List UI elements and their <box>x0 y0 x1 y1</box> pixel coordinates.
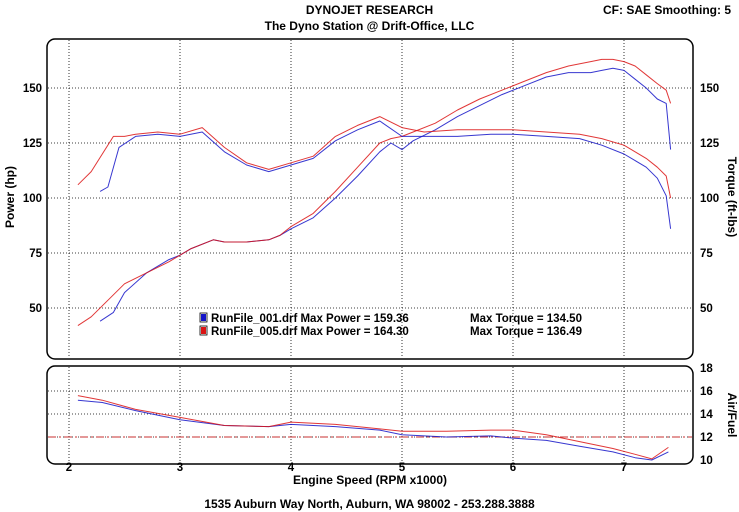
legend-swatch-run1 <box>199 312 208 323</box>
legend-run1-label: RunFile_001.drf Max Power = 159.36 <box>211 313 409 325</box>
y-tick-label: 50 <box>29 303 42 315</box>
page-title: DYNOJET RESEARCH <box>305 3 434 17</box>
y-tick-label: 125 <box>23 138 43 150</box>
tick-labels: 50 75 100 125 150 50 75 100 125 150 10 12 14 16 18 2 3 4 5… <box>23 83 720 474</box>
page-subtitle: The Dyno Station @ Drift-Office, LLC <box>264 19 475 33</box>
y-tick-label: 75 <box>29 248 42 260</box>
afr-line-run1 <box>77 399 669 461</box>
y2-tick-label: 50 <box>700 303 713 315</box>
x-tick-label: 3 <box>177 462 183 474</box>
afr-tick-label: 18 <box>700 363 713 375</box>
x-axis-label: Engine Speed (RPM x1000) <box>293 473 447 487</box>
y-tick-label: 100 <box>23 193 42 205</box>
afr-axis-label: Air/Fuel <box>725 393 739 438</box>
x-tick-label: 5 <box>399 462 406 474</box>
power-torque-series <box>77 58 672 327</box>
footer-address: 1535 Auburn Way North, Auburn, WA 98002 … <box>204 497 535 511</box>
y-axis-label: Power (hp) <box>3 166 17 228</box>
afr-series <box>77 395 669 461</box>
x-tick-label: 4 <box>288 462 295 474</box>
afr-line-run2 <box>77 395 669 460</box>
legend-run2-torque: Max Torque = 136.49 <box>470 326 582 338</box>
legend-swatch-run1-fill <box>201 314 206 321</box>
torque-line-run2 <box>77 116 672 199</box>
power-line-run2 <box>77 58 672 327</box>
x-tick-label: 6 <box>510 462 516 474</box>
y2-tick-label: 100 <box>700 193 719 205</box>
y2-tick-label: 150 <box>700 83 719 95</box>
afr-tick-label: 16 <box>700 386 713 398</box>
afr-tick-label: 12 <box>700 432 713 444</box>
legend-run1-torque: Max Torque = 134.50 <box>470 313 582 325</box>
afr-grid <box>48 367 692 463</box>
afr-tick-label: 14 <box>700 409 713 421</box>
legend-swatch-run2 <box>199 325 208 336</box>
correction-settings: CF: SAE Smoothing: 5 <box>603 3 731 17</box>
power-grid <box>48 40 692 358</box>
y-tick-label: 150 <box>23 83 42 95</box>
legend-swatch-run2-fill <box>201 327 206 334</box>
y2-axis-label: Torque (ft-lbs) <box>725 157 739 237</box>
power-torque-frame <box>46 38 694 360</box>
legend-run2-label: RunFile_005.drf Max Power = 164.30 <box>211 326 409 338</box>
torque-line-run1 <box>99 120 672 229</box>
y2-tick-label: 125 <box>700 138 720 150</box>
y2-tick-label: 75 <box>700 248 713 260</box>
afr-tick-label: 10 <box>700 455 713 467</box>
x-tick-label: 2 <box>66 462 72 474</box>
x-tick-label: 7 <box>621 462 627 474</box>
